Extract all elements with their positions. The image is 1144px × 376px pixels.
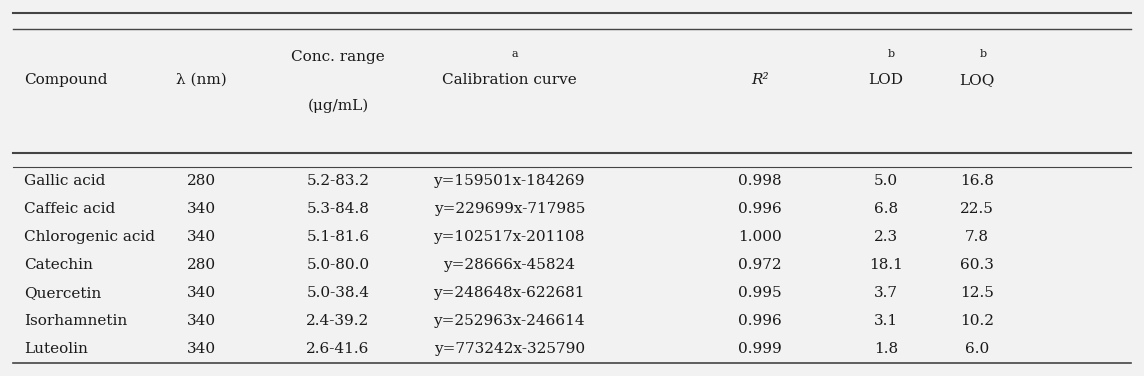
Text: 280: 280 xyxy=(186,258,216,273)
Text: 0.995: 0.995 xyxy=(739,287,782,300)
Text: 0.972: 0.972 xyxy=(739,258,782,273)
Text: 5.0-80.0: 5.0-80.0 xyxy=(307,258,370,273)
Text: 2.6-41.6: 2.6-41.6 xyxy=(307,343,370,356)
Text: λ (nm): λ (nm) xyxy=(176,73,227,87)
Text: R²: R² xyxy=(752,73,769,87)
Text: 10.2: 10.2 xyxy=(960,314,994,328)
Text: 12.5: 12.5 xyxy=(960,287,994,300)
Text: y=773242x-325790: y=773242x-325790 xyxy=(434,343,585,356)
Text: 5.0: 5.0 xyxy=(874,174,898,188)
Text: 1.000: 1.000 xyxy=(738,230,782,244)
Text: 340: 340 xyxy=(186,202,216,217)
Text: 280: 280 xyxy=(186,174,216,188)
Text: 60.3: 60.3 xyxy=(960,258,994,273)
Text: 5.0-38.4: 5.0-38.4 xyxy=(307,287,370,300)
Text: Gallic acid: Gallic acid xyxy=(24,174,105,188)
Text: 2.4-39.2: 2.4-39.2 xyxy=(307,314,370,328)
Text: y=252963x-246614: y=252963x-246614 xyxy=(434,314,585,328)
Text: 3.1: 3.1 xyxy=(874,314,898,328)
Text: y=229699x-717985: y=229699x-717985 xyxy=(434,202,585,217)
Text: a: a xyxy=(511,49,518,59)
Text: Caffeic acid: Caffeic acid xyxy=(24,202,116,217)
Text: Luteolin: Luteolin xyxy=(24,343,88,356)
Text: y=28666x-45824: y=28666x-45824 xyxy=(443,258,575,273)
Text: 18.1: 18.1 xyxy=(869,258,903,273)
Text: 6.8: 6.8 xyxy=(874,202,898,217)
Text: 0.998: 0.998 xyxy=(739,174,782,188)
Text: y=159501x-184269: y=159501x-184269 xyxy=(434,174,585,188)
Text: LOQ: LOQ xyxy=(960,73,995,87)
Text: Conc. range: Conc. range xyxy=(292,50,384,64)
Text: 340: 340 xyxy=(186,230,216,244)
Text: y=102517x-201108: y=102517x-201108 xyxy=(434,230,585,244)
Text: b: b xyxy=(979,49,986,59)
Text: 5.3-84.8: 5.3-84.8 xyxy=(307,202,370,217)
Text: Catechin: Catechin xyxy=(24,258,93,273)
Text: 6.0: 6.0 xyxy=(966,343,990,356)
Text: 5.1-81.6: 5.1-81.6 xyxy=(307,230,370,244)
Text: Quercetin: Quercetin xyxy=(24,287,102,300)
Text: Compound: Compound xyxy=(24,73,108,87)
Text: 5.2-83.2: 5.2-83.2 xyxy=(307,174,370,188)
Text: y=248648x-622681: y=248648x-622681 xyxy=(434,287,585,300)
Text: 16.8: 16.8 xyxy=(960,174,994,188)
Text: 2.3: 2.3 xyxy=(874,230,898,244)
Text: 340: 340 xyxy=(186,343,216,356)
Text: 340: 340 xyxy=(186,287,216,300)
Text: 7.8: 7.8 xyxy=(966,230,990,244)
Text: LOD: LOD xyxy=(868,73,904,87)
Text: 1.8: 1.8 xyxy=(874,343,898,356)
Text: 0.999: 0.999 xyxy=(738,343,782,356)
Text: 0.996: 0.996 xyxy=(738,202,782,217)
Text: (μg/mL): (μg/mL) xyxy=(308,99,368,113)
Text: Chlorogenic acid: Chlorogenic acid xyxy=(24,230,156,244)
Text: b: b xyxy=(888,49,896,59)
Text: Calibration curve: Calibration curve xyxy=(442,73,577,87)
Text: 0.996: 0.996 xyxy=(738,314,782,328)
Text: 22.5: 22.5 xyxy=(960,202,994,217)
Text: 3.7: 3.7 xyxy=(874,287,898,300)
Text: 340: 340 xyxy=(186,314,216,328)
Text: Isorhamnetin: Isorhamnetin xyxy=(24,314,127,328)
